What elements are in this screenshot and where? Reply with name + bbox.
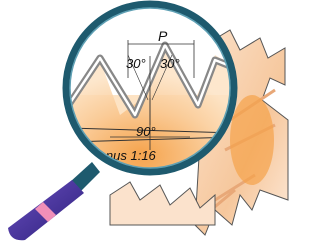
angle-left-label: 30° (126, 56, 146, 71)
right-angle-label: 90° (136, 124, 156, 139)
handle (8, 162, 100, 240)
illustration: P 30° 30° 90° Konus 1:16 (0, 0, 294, 245)
pitch-label: P (158, 28, 168, 44)
angle-right-label: 30° (160, 56, 180, 71)
